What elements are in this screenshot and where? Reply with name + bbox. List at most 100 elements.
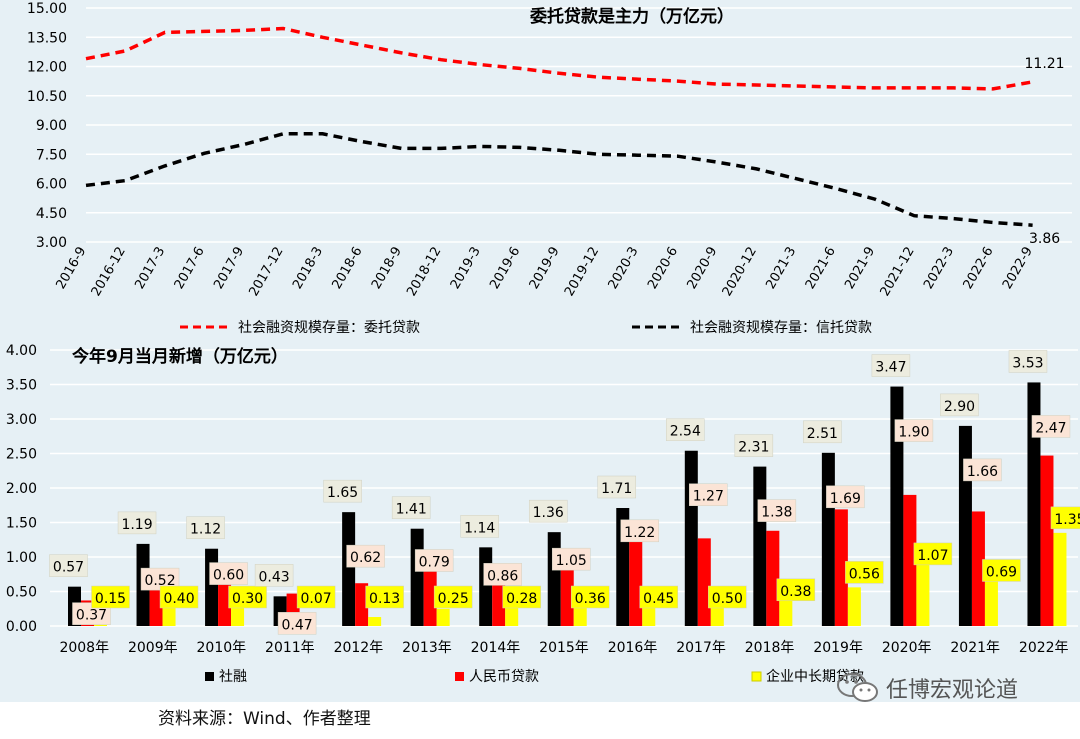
data-label-box-2 xyxy=(433,585,473,609)
data-label-1: 2.47 xyxy=(1035,420,1066,436)
bottom-legend-label-0: 社融 xyxy=(219,669,247,685)
data-label-1: 1.90 xyxy=(898,425,929,441)
data-label-box-1 xyxy=(826,485,865,509)
bar-2 xyxy=(779,599,793,626)
data-label-box-2 xyxy=(913,542,953,566)
data-label-2: 0.69 xyxy=(986,564,1017,580)
data-label-2: 0.13 xyxy=(369,591,400,607)
data-label-box-0 xyxy=(391,496,431,519)
bottom-x-tick-label: 2014年 xyxy=(471,640,521,656)
top-end-label-0: 11.21 xyxy=(1025,56,1065,72)
top-y-tick-label: 7.50 xyxy=(36,147,67,163)
data-label-0: 1.12 xyxy=(190,522,221,538)
data-label-2: 0.28 xyxy=(506,591,537,607)
data-label-box-0 xyxy=(803,420,842,444)
watermark: 任博宏观论道 xyxy=(836,671,1018,705)
data-label-0: 1.65 xyxy=(327,485,358,501)
top-series-line-0 xyxy=(85,26,1033,91)
bottom-y-tick-label: 1.50 xyxy=(6,516,37,532)
bar-2 xyxy=(436,608,450,626)
data-label-box-0 xyxy=(323,479,362,503)
bar-1 xyxy=(560,553,574,626)
top-y-tick-label: 9.00 xyxy=(36,118,67,134)
wechat-icon xyxy=(837,673,878,702)
bar-0 xyxy=(753,466,767,626)
data-label-1: 1.27 xyxy=(693,489,724,505)
data-label-box-0 xyxy=(49,554,88,577)
data-label-2: 0.30 xyxy=(232,591,263,607)
data-label-1: 1.22 xyxy=(624,525,655,541)
data-label-box-0 xyxy=(1008,350,1048,373)
data-label-box-1 xyxy=(346,544,385,568)
watermark-text: 任博宏观论道 xyxy=(886,678,1019,703)
data-label-box-2 xyxy=(776,578,816,602)
bottom-x-tick-label: 2019年 xyxy=(813,640,863,656)
data-label-1: 0.37 xyxy=(76,608,107,624)
data-label-box-2 xyxy=(502,585,541,609)
bar-1 xyxy=(355,583,369,626)
data-label-0: 1.14 xyxy=(464,520,495,536)
top-y-tick-label: 15.00 xyxy=(27,1,67,17)
bottom-bar-chart: 0.00 0.50 1.00 1.50 2.00 2.50 3.00 3.50 4.00 2008… xyxy=(0,340,1080,702)
data-label-0: 1.41 xyxy=(396,502,427,518)
data-label-box-1 xyxy=(483,563,522,586)
data-label-box-1 xyxy=(277,612,317,635)
data-label-box-0 xyxy=(871,354,911,377)
top-y-tick-label: 10.50 xyxy=(27,89,67,105)
bar-0 xyxy=(479,547,493,626)
bottom-x-tick-label: 2015年 xyxy=(539,640,589,656)
data-label-box-2 xyxy=(570,585,610,609)
bottom-y-tick-label: 2.50 xyxy=(6,447,37,463)
top-y-tick-label: 3.00 xyxy=(36,235,67,251)
bottom-y-tick-label: 2.00 xyxy=(6,481,37,497)
data-label-2: 0.07 xyxy=(301,591,332,607)
bottom-x-tick-label: 2018年 xyxy=(745,640,795,656)
data-label-0: 0.43 xyxy=(259,569,290,585)
bar-2 xyxy=(231,605,245,626)
bottom-x-tick-label: 2013年 xyxy=(402,640,452,656)
bar-2 xyxy=(847,587,861,626)
bottom-x-tick-label: 2016年 xyxy=(608,640,658,656)
data-label-2: 0.15 xyxy=(95,591,126,607)
bar-0 xyxy=(890,386,904,626)
data-label-2: 0.25 xyxy=(438,591,469,607)
bottom-y-tick-label: 0.50 xyxy=(6,585,37,601)
data-label-1: 1.66 xyxy=(967,464,998,480)
data-label-box-0 xyxy=(734,434,774,457)
bottom-y-tick-label: 0.00 xyxy=(6,619,37,635)
data-label-2: 0.50 xyxy=(712,591,743,607)
bar-0 xyxy=(342,512,356,626)
bar-0 xyxy=(684,450,698,626)
data-label-2: 1.07 xyxy=(917,548,948,564)
data-label-1: 1.38 xyxy=(761,505,792,521)
bottom-legend-swatch-2 xyxy=(751,671,762,682)
data-label-0: 0.57 xyxy=(53,560,84,576)
bottom-y-tick-label: 3.00 xyxy=(6,412,37,428)
bottom-x-tick-label: 2022年 xyxy=(1019,640,1069,656)
source-note: 资料来源：Wind、作者整理 xyxy=(158,709,371,729)
top-series-line-1 xyxy=(85,132,1033,227)
data-label-1: 0.60 xyxy=(213,568,244,584)
bar-1 xyxy=(697,538,711,626)
bottom-x-tick-label: 2017年 xyxy=(676,640,726,656)
bar-1 xyxy=(423,571,437,626)
data-label-box-0 xyxy=(254,564,294,587)
top-panel-background xyxy=(0,0,1080,340)
bar-2 xyxy=(368,617,382,626)
bottom-legend-swatch-0 xyxy=(205,672,214,681)
bar-1 xyxy=(834,509,848,626)
bar-1 xyxy=(629,541,643,626)
data-label-0: 2.31 xyxy=(738,440,769,456)
top-y-tick-label: 12.00 xyxy=(27,60,67,76)
data-label-0: 1.71 xyxy=(601,481,632,497)
data-label-box-1 xyxy=(551,547,591,571)
bar-0 xyxy=(205,548,219,626)
bottom-x-tick-label: 2010年 xyxy=(197,640,247,656)
data-label-0: 2.54 xyxy=(670,424,701,440)
data-label-0: 2.90 xyxy=(944,399,975,415)
data-label-2: 0.36 xyxy=(575,591,606,607)
data-label-box-1 xyxy=(414,549,454,572)
data-label-box-2 xyxy=(639,585,679,609)
top-chart-title: 委托贷款是主力（万亿元） xyxy=(529,6,734,27)
bottom-chart-title: 今年9月当月新增（万亿元） xyxy=(72,346,288,367)
